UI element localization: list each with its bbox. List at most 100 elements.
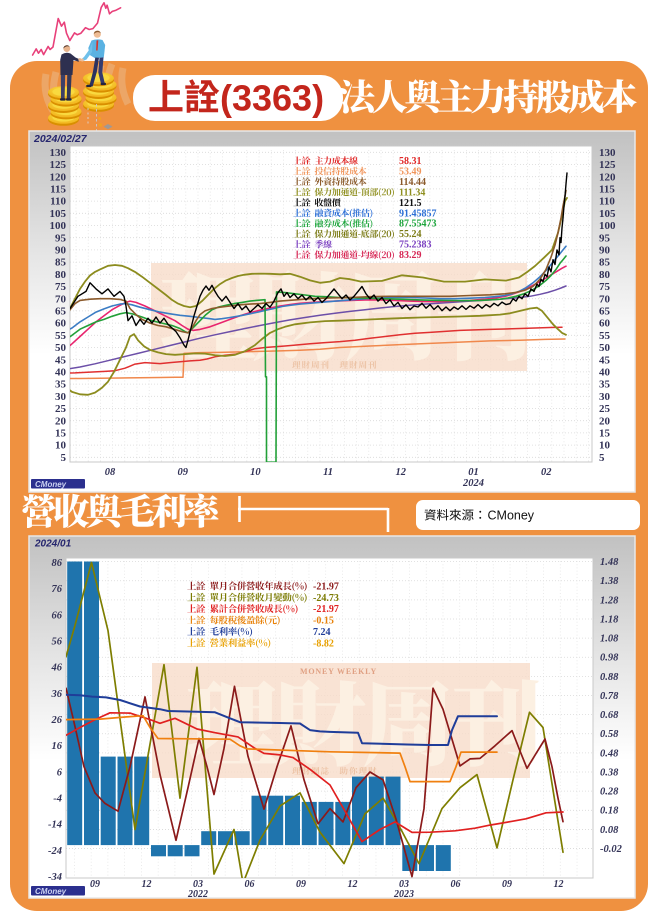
svg-text:105: 105 — [50, 208, 67, 220]
svg-text:90: 90 — [55, 245, 67, 257]
svg-text:6: 6 — [57, 767, 63, 778]
svg-text:91.45857: 91.45857 — [399, 208, 437, 219]
svg-text:60: 60 — [599, 318, 611, 330]
svg-text:130: 130 — [50, 147, 67, 159]
svg-text:2024/02/27: 2024/02/27 — [33, 133, 88, 145]
svg-text:105: 105 — [599, 208, 616, 220]
svg-text:09: 09 — [502, 879, 512, 890]
svg-text:2024/01: 2024/01 — [34, 539, 72, 550]
svg-text:120: 120 — [599, 171, 616, 183]
svg-text:09: 09 — [177, 467, 188, 478]
svg-text:45: 45 — [599, 354, 611, 366]
svg-text:12: 12 — [554, 879, 564, 890]
svg-text:2024: 2024 — [462, 478, 484, 489]
svg-text:-4: -4 — [53, 794, 62, 805]
svg-text:130: 130 — [599, 147, 616, 159]
svg-text:1.38: 1.38 — [600, 576, 619, 587]
svg-text:56: 56 — [52, 637, 63, 648]
svg-text:0.98: 0.98 — [600, 653, 619, 664]
svg-text:-24.73: -24.73 — [313, 593, 339, 604]
svg-text:03: 03 — [399, 879, 409, 890]
svg-text:76: 76 — [52, 584, 63, 595]
svg-text:CMoney: CMoney — [35, 480, 67, 489]
svg-text:125: 125 — [599, 159, 616, 171]
svg-text:11: 11 — [323, 467, 333, 478]
svg-text:02: 02 — [541, 467, 552, 478]
svg-text:110: 110 — [50, 196, 66, 208]
svg-text:-34: -34 — [48, 872, 62, 883]
svg-text:0.48: 0.48 — [600, 748, 619, 759]
svg-text:20: 20 — [55, 415, 67, 427]
svg-text:80: 80 — [55, 269, 67, 281]
svg-text:1.18: 1.18 — [600, 614, 619, 625]
svg-text:45: 45 — [55, 354, 67, 366]
svg-text:2023: 2023 — [393, 889, 414, 900]
svg-text:125: 125 — [50, 159, 67, 171]
svg-text:16: 16 — [52, 741, 63, 752]
svg-text:35: 35 — [599, 379, 611, 391]
svg-text:CMoney: CMoney — [35, 887, 67, 896]
svg-text:111.34: 111.34 — [399, 187, 425, 198]
svg-text:40: 40 — [55, 367, 67, 379]
svg-text:0.08: 0.08 — [600, 825, 619, 836]
svg-text:50: 50 — [55, 342, 67, 354]
svg-text:115: 115 — [599, 184, 615, 196]
svg-text:120: 120 — [50, 171, 67, 183]
svg-text:80: 80 — [599, 269, 611, 281]
svg-text:65: 65 — [55, 306, 67, 318]
svg-text:0.58: 0.58 — [600, 729, 619, 740]
svg-text:83.29: 83.29 — [399, 250, 422, 261]
svg-text:121.5: 121.5 — [399, 198, 422, 209]
svg-text:06: 06 — [451, 879, 461, 890]
svg-text:75.2383: 75.2383 — [399, 240, 432, 251]
svg-text:110: 110 — [599, 196, 615, 208]
svg-text:20: 20 — [599, 415, 611, 427]
svg-text:0.78: 0.78 — [600, 691, 619, 702]
svg-text:-0.02: -0.02 — [600, 844, 623, 855]
svg-text:36: 36 — [51, 689, 63, 700]
svg-text:95: 95 — [599, 232, 611, 244]
svg-text:03: 03 — [193, 879, 203, 890]
svg-text:70: 70 — [55, 293, 67, 305]
svg-text:85: 85 — [599, 257, 611, 269]
svg-text:0.28: 0.28 — [600, 787, 619, 798]
svg-text:09: 09 — [296, 879, 306, 890]
svg-text:15: 15 — [55, 428, 67, 440]
svg-text:46: 46 — [51, 663, 63, 674]
svg-text:7.24: 7.24 — [313, 627, 331, 638]
svg-text:01: 01 — [468, 467, 479, 478]
svg-text:53.49: 53.49 — [399, 166, 422, 177]
svg-text:12: 12 — [396, 467, 407, 478]
svg-text:10: 10 — [599, 440, 611, 452]
svg-text:60: 60 — [55, 318, 67, 330]
svg-text:-21.97: -21.97 — [313, 581, 339, 592]
svg-text:5: 5 — [61, 452, 67, 464]
svg-text:40: 40 — [599, 367, 611, 379]
svg-text:0.88: 0.88 — [600, 672, 619, 683]
svg-text:12: 12 — [142, 879, 152, 890]
svg-text:-21.97: -21.97 — [313, 604, 339, 615]
svg-text:-24: -24 — [48, 846, 62, 857]
svg-text:30: 30 — [599, 391, 611, 403]
svg-text:87.55473: 87.55473 — [399, 219, 437, 230]
svg-text:70: 70 — [599, 293, 611, 305]
svg-text:MONEY WEEKLY: MONEY WEEKLY — [300, 667, 377, 676]
svg-text:75: 75 — [55, 281, 67, 293]
svg-text:1.48: 1.48 — [600, 557, 619, 568]
svg-text:50: 50 — [599, 342, 611, 354]
svg-text:115: 115 — [50, 184, 66, 196]
svg-text:10: 10 — [55, 440, 67, 452]
svg-text:-8.82: -8.82 — [313, 638, 334, 649]
svg-text:0.18: 0.18 — [600, 806, 619, 817]
svg-text:0.38: 0.38 — [600, 767, 619, 778]
svg-text:65: 65 — [599, 306, 611, 318]
svg-text:85: 85 — [55, 257, 67, 269]
svg-text:30: 30 — [55, 391, 67, 403]
svg-text:08: 08 — [105, 467, 116, 478]
svg-text:1.28: 1.28 — [600, 595, 619, 606]
svg-text:55: 55 — [599, 330, 611, 342]
svg-text:06: 06 — [245, 879, 255, 890]
svg-text:86: 86 — [52, 558, 63, 569]
svg-text:25: 25 — [55, 403, 67, 415]
svg-text:-14: -14 — [48, 820, 62, 831]
